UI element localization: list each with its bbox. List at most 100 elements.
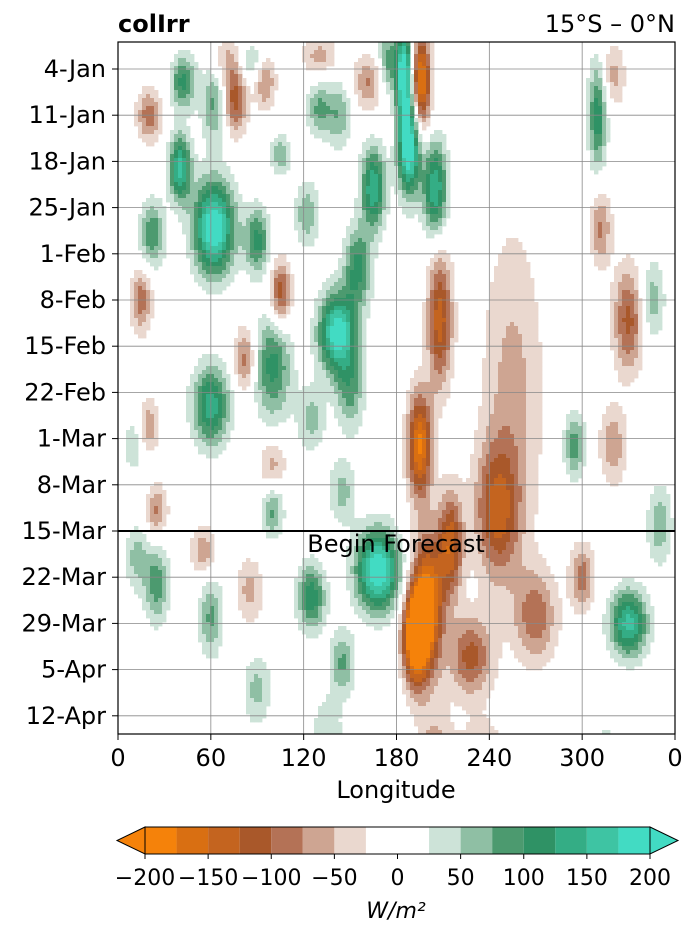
heatmap-cell [182,118,187,123]
heatmap-cell [606,122,611,127]
heatmap-cell [662,302,667,307]
heatmap-cell [182,66,187,71]
heatmap-cell [506,238,511,243]
heatmap-cell [602,210,607,215]
heatmap-cell [346,250,351,255]
heatmap-cell [278,270,283,275]
heatmap-cell [350,358,355,363]
heatmap-cell [426,346,431,351]
heatmap-cell [350,374,355,379]
heatmap-cell [426,206,431,211]
heatmap-cell [418,134,423,139]
heatmap-cell [290,286,295,291]
heatmap-cell [314,190,319,195]
heatmap-cell [410,94,415,99]
heatmap-cell [430,342,435,347]
heatmap-cell [402,82,407,87]
heatmap-cell [286,158,291,163]
heatmap-cell [222,370,227,375]
heatmap-cell [314,110,319,115]
heatmap-cell [426,54,431,59]
heatmap-cell [322,114,327,119]
heatmap-cell [210,126,215,131]
heatmap-cell [510,290,515,295]
heatmap-cell [362,366,367,371]
heatmap-cell [338,114,343,119]
heatmap-cell [594,122,599,127]
heatmap-cell [602,258,607,263]
heatmap-cell [626,290,631,295]
heatmap-cell [526,302,531,307]
heatmap-cell [498,334,503,339]
heatmap-cell [178,162,183,167]
heatmap-cell [182,158,187,163]
heatmap-cell [626,270,631,275]
heatmap-cell [354,242,359,247]
heatmap-cell [314,94,319,99]
heatmap-cell [406,198,411,203]
heatmap-cell [362,278,367,283]
heatmap-cell [182,166,187,171]
heatmap-cell [218,250,223,255]
heatmap-cell [618,366,623,371]
heatmap-cell [482,382,487,387]
heatmap-cell [338,398,343,403]
heatmap-cell [274,350,279,355]
heatmap-cell [514,366,519,371]
heatmap-cell [250,270,255,275]
heatmap-cell [446,178,451,183]
heatmap-cell [354,210,359,215]
heatmap-cell [614,350,619,355]
heatmap-cell [186,206,191,211]
heatmap-cell [258,86,263,91]
heatmap-cell [390,94,395,99]
heatmap-cell [266,214,271,219]
heatmap-cell [482,398,487,403]
heatmap-cell [210,254,215,259]
heatmap-cell [218,282,223,287]
heatmap-cell [250,98,255,103]
heatmap-cell [206,282,211,287]
heatmap-cell [434,398,439,403]
heatmap-cell [218,370,223,375]
heatmap-cell [438,342,443,347]
heatmap-cell [346,274,351,279]
heatmap-cell [318,394,323,399]
heatmap-cell [618,274,623,279]
heatmap-cell [258,106,263,111]
heatmap-cell [162,234,167,239]
heatmap-cell [234,110,239,115]
heatmap-cell [370,150,375,155]
heatmap-cell [230,114,235,119]
heatmap-cell [634,326,639,331]
heatmap-cell [398,66,403,71]
heatmap-cell [190,250,195,255]
heatmap-cell [202,226,207,231]
heatmap-cell [418,174,423,179]
heatmap-cell [446,162,451,167]
heatmap-cell [326,98,331,103]
heatmap-cell [438,226,443,231]
heatmap-cell [182,202,187,207]
heatmap-cell [326,102,331,107]
heatmap-cell [198,210,203,215]
heatmap-cell [362,198,367,203]
heatmap-cell [442,330,447,335]
heatmap-cell [618,318,623,323]
heatmap-cell [358,378,363,383]
heatmap-cell [514,346,519,351]
heatmap-cell [446,278,451,283]
heatmap-cell [422,114,427,119]
heatmap-cell [350,314,355,319]
heatmap-cell [202,170,207,175]
heatmap-cell [422,206,427,211]
heatmap-cell [246,238,251,243]
heatmap-cell [366,54,371,59]
heatmap-cell [234,358,239,363]
heatmap-cell [654,302,659,307]
heatmap-cell [602,162,607,167]
heatmap-cell [350,318,355,323]
heatmap-cell [486,382,491,387]
heatmap-cell [630,370,635,375]
heatmap-cell [590,214,595,219]
